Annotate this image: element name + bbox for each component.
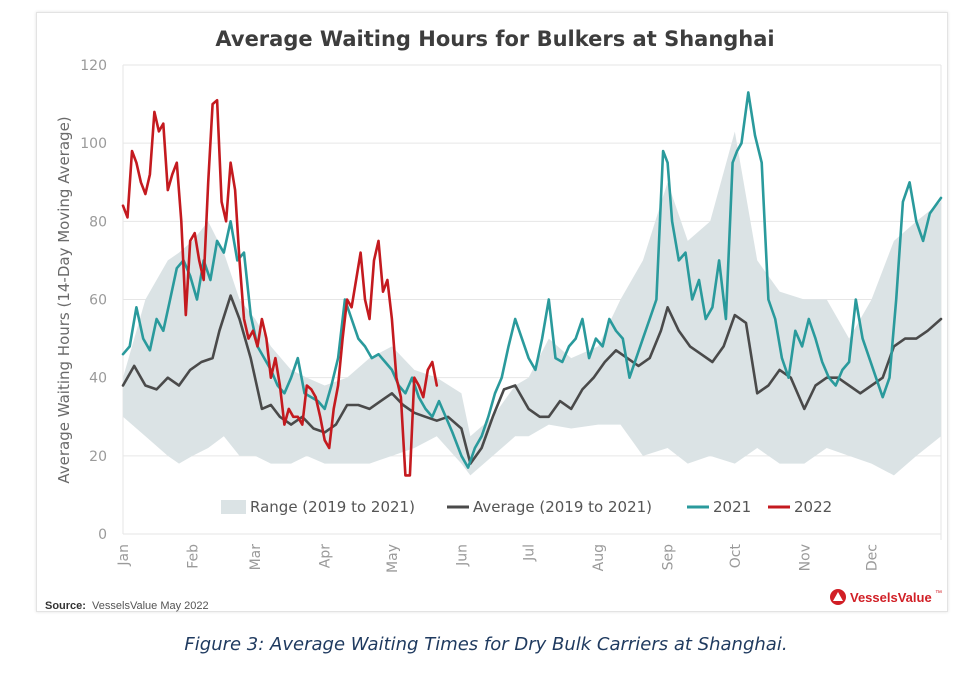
range-band-layer: [123, 131, 941, 476]
x-tick-label-apr: Apr: [318, 544, 334, 568]
series-line-average: [121, 294, 943, 465]
chart-svg: Average Waiting Hours for Bulkers at Sha…: [45, 27, 943, 612]
y-tick-label-80: 80: [89, 214, 107, 230]
x-tick-label-nov: Nov: [797, 544, 813, 571]
range-band-area: [123, 131, 941, 476]
x-tick-label-mar: Mar: [248, 544, 264, 571]
legend: Range (2019 to 2021) Average (2019 to 202…: [221, 498, 832, 516]
x-tick-label-feb: Feb: [185, 544, 201, 569]
y-tick-labels: 0 20 40 60 80 100 120: [80, 58, 107, 543]
source-label: Source:: [45, 600, 86, 612]
figure-caption: Figure 3: Average Waiting Times for Dry …: [184, 634, 788, 655]
y-tick-label-40: 40: [89, 371, 107, 387]
series-layer: [121, 91, 943, 477]
legend-label-y2021: 2021: [713, 498, 751, 516]
legend-swatch-range: [221, 500, 246, 514]
y-tick-label-120: 120: [80, 58, 107, 74]
y-tick-label-20: 20: [89, 449, 107, 465]
chart-title: Average Waiting Hours for Bulkers at Sha…: [215, 27, 774, 51]
y-tick-label-60: 60: [89, 293, 107, 309]
y-tick-label-0: 0: [98, 527, 107, 543]
source-note: Source: VesselsValue May 2022: [45, 600, 209, 612]
x-tick-label-sep: Sep: [661, 544, 677, 571]
source-value: VesselsValue May 2022: [92, 600, 209, 612]
x-tick-label-oct: Oct: [728, 544, 744, 569]
x-tick-label-may: May: [385, 544, 401, 573]
x-tick-label-jun: Jun: [454, 544, 470, 567]
y-tick-label-100: 100: [80, 136, 107, 152]
series-line-y2022: [121, 98, 439, 477]
legend-label-y2022: 2022: [794, 498, 832, 516]
legend-label-range: Range (2019 to 2021): [250, 498, 415, 516]
x-tick-label-aug: Aug: [591, 544, 607, 571]
legend-label-average: Average (2019 to 2021): [473, 498, 652, 516]
brand-trademark: ™: [935, 590, 942, 597]
x-tick-label-dec: Dec: [865, 544, 881, 571]
x-tick-label-jan: Jan: [116, 544, 132, 567]
chart-card: Average Waiting Hours for Bulkers at Sha…: [36, 12, 948, 612]
brand-name: VesselsValue: [850, 590, 932, 605]
vesselsvalue-logo: VesselsValue ™: [830, 589, 942, 605]
x-tick-label-jul: Jul: [522, 544, 538, 562]
logo-triangle-icon: [833, 592, 843, 601]
x-tick-labels: Jan Feb Mar Apr May Jun Jul Aug Sep Oct Nov Dec: [116, 544, 881, 573]
y-axis-title: Average Waiting Hours (14-Day Moving Ave…: [55, 116, 73, 483]
series-line-y2021: [121, 91, 943, 469]
